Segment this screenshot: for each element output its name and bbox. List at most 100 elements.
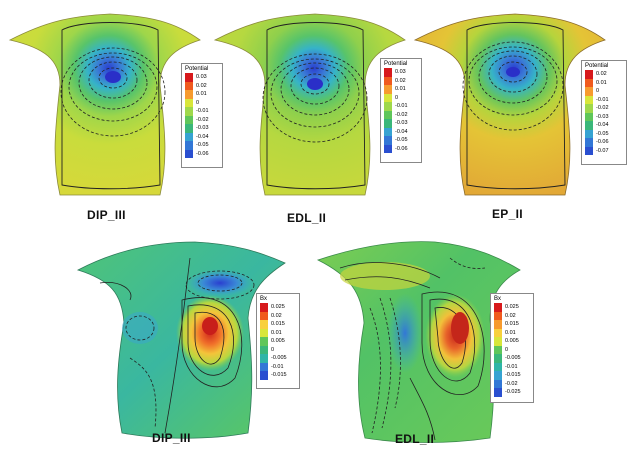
legend-value: 0.02 [505,312,516,319]
legend-row: 0.03 [185,73,219,82]
legend-swatch [185,115,193,124]
legend-swatch [260,354,268,363]
legend-title: Potential [384,61,408,67]
legend-swatch [494,303,502,312]
legend-swatch [585,138,593,147]
legend-row: 0.02 [494,311,530,320]
legend-swatch [260,337,268,346]
panel-edl-ii-potential: Potential 0.03 0.02 0.01 0 -0.01 -0.02 -0.03 -0… [205,0,422,235]
legend-swatch [185,124,193,133]
legend-swatch [185,132,193,141]
legend-row: -0.01 [384,102,418,111]
legend-swatch [494,354,502,363]
legend-row: -0.05 [384,136,418,145]
legend-swatch [585,112,593,121]
legend-row: -0.06 [185,149,219,158]
legend-rows: 0.025 0.02 0.015 0.01 0.005 0 -0.005 -0.01 -0.01… [494,303,530,397]
legend-row: 0 [585,87,623,96]
legend-value: 0.015 [271,321,285,328]
legend-swatch [494,362,502,371]
legend-value: -0.06 [395,145,408,152]
legend-swatch [494,311,502,320]
legend-row: -0.03 [585,112,623,121]
legend-title: Bx [494,296,502,302]
legend-dip-iii-bx: Bx 0.025 0.02 0.015 0.01 0.005 0 -0.005 -0.01 -0… [256,293,300,389]
legend-row: -0.07 [585,146,623,155]
legend-swatch [384,93,392,102]
legend-value: -0.025 [505,389,521,396]
legend-row: 0 [260,345,296,354]
legend-swatch [384,68,392,77]
legend-swatch [185,98,193,107]
legend-row: 0.005 [494,337,530,346]
legend-value: 0.02 [395,77,406,84]
legend-row: 0.02 [185,81,219,90]
legend-swatch [494,371,502,380]
legend-swatch [185,141,193,150]
legend-row: -0.02 [585,104,623,113]
legend-value: 0 [271,346,275,353]
legend-value: -0.01 [395,103,408,110]
legend-swatch [260,362,268,371]
legend-swatch [494,345,502,354]
legend-value: 0.03 [196,74,207,81]
legend-swatch [260,345,268,354]
legend-value: -0.05 [596,130,609,137]
legend-swatch [494,379,502,388]
legend-row: 0.01 [260,328,296,337]
caption-ep-ii-potential: EP_II [492,207,523,221]
legend-value: -0.05 [395,137,408,144]
legend-row: -0.015 [260,371,296,380]
legend-value: -0.01 [196,108,209,115]
legend-row: 0 [384,93,418,102]
legend-row: -0.04 [185,132,219,141]
legend-title: Bx [260,296,268,302]
legend-value: 0.02 [196,82,207,89]
legend-value: -0.02 [596,105,609,112]
legend-swatch [384,102,392,111]
legend-value: -0.01 [271,363,284,370]
legend-rows: 0.02 0.01 0 -0.01 -0.02 -0.03 -0.04 -0.05 -0.06-… [585,70,623,155]
legend-row: -0.05 [585,129,623,138]
legend-row: 0.005 [260,337,296,346]
legend-row: 0 [185,98,219,107]
legend-swatch [185,107,193,116]
legend-edl-ii-potential: Potential 0.03 0.02 0.01 0 -0.01 -0.02 -0.03 -0… [380,58,422,163]
legend-swatch [260,311,268,320]
legend-row: -0.015 [494,371,530,380]
panel-dip-iii-bx: Bx 0.025 0.02 0.015 0.01 0.005 0 -0.005 -0.01 -0… [70,228,310,451]
legend-swatch [585,129,593,138]
legend-row: 0.02 [384,76,418,85]
legend-row: 0.01 [585,78,623,87]
legend-row: -0.01 [494,362,530,371]
legend-value: 0.03 [395,69,406,76]
legend-value: -0.02 [196,116,209,123]
legend-value: 0.02 [271,312,282,319]
legend-value: 0 [196,99,200,106]
legend-swatch [494,328,502,337]
panel-ep-ii-potential: Potential 0.02 0.01 0 -0.01 -0.02 -0.03 -0.04-… [405,0,632,235]
legend-swatch [260,328,268,337]
legend-swatch [384,119,392,128]
legend-value: 0.01 [271,329,282,336]
legend-row: -0.01 [585,95,623,104]
legend-row: -0.06 [585,138,623,147]
legend-value: -0.005 [505,355,521,362]
legend-swatch [585,104,593,113]
legend-swatch [585,121,593,130]
legend-swatch [494,337,502,346]
caption-dip-iii-bx: DIP_III [152,431,191,445]
torso-map-edl-ii-bx [316,241,521,443]
legend-title: Potential [185,66,209,72]
legend-value: -0.02 [505,380,518,387]
legend-row: -0.02 [494,379,530,388]
legend-row: -0.03 [384,119,418,128]
legend-row: 0.01 [494,328,530,337]
legend-value: 0.015 [505,321,519,328]
legend-row: 0.01 [185,90,219,99]
legend-swatch [585,70,593,79]
legend-row: -0.01 [260,362,296,371]
legend-dip-iii-potential: Potential 0.03 0.02 0.01 0 -0.01 -0.02 -0.03 -0… [181,63,223,168]
legend-swatch [185,149,193,158]
legend-value: -0.01 [505,363,518,370]
